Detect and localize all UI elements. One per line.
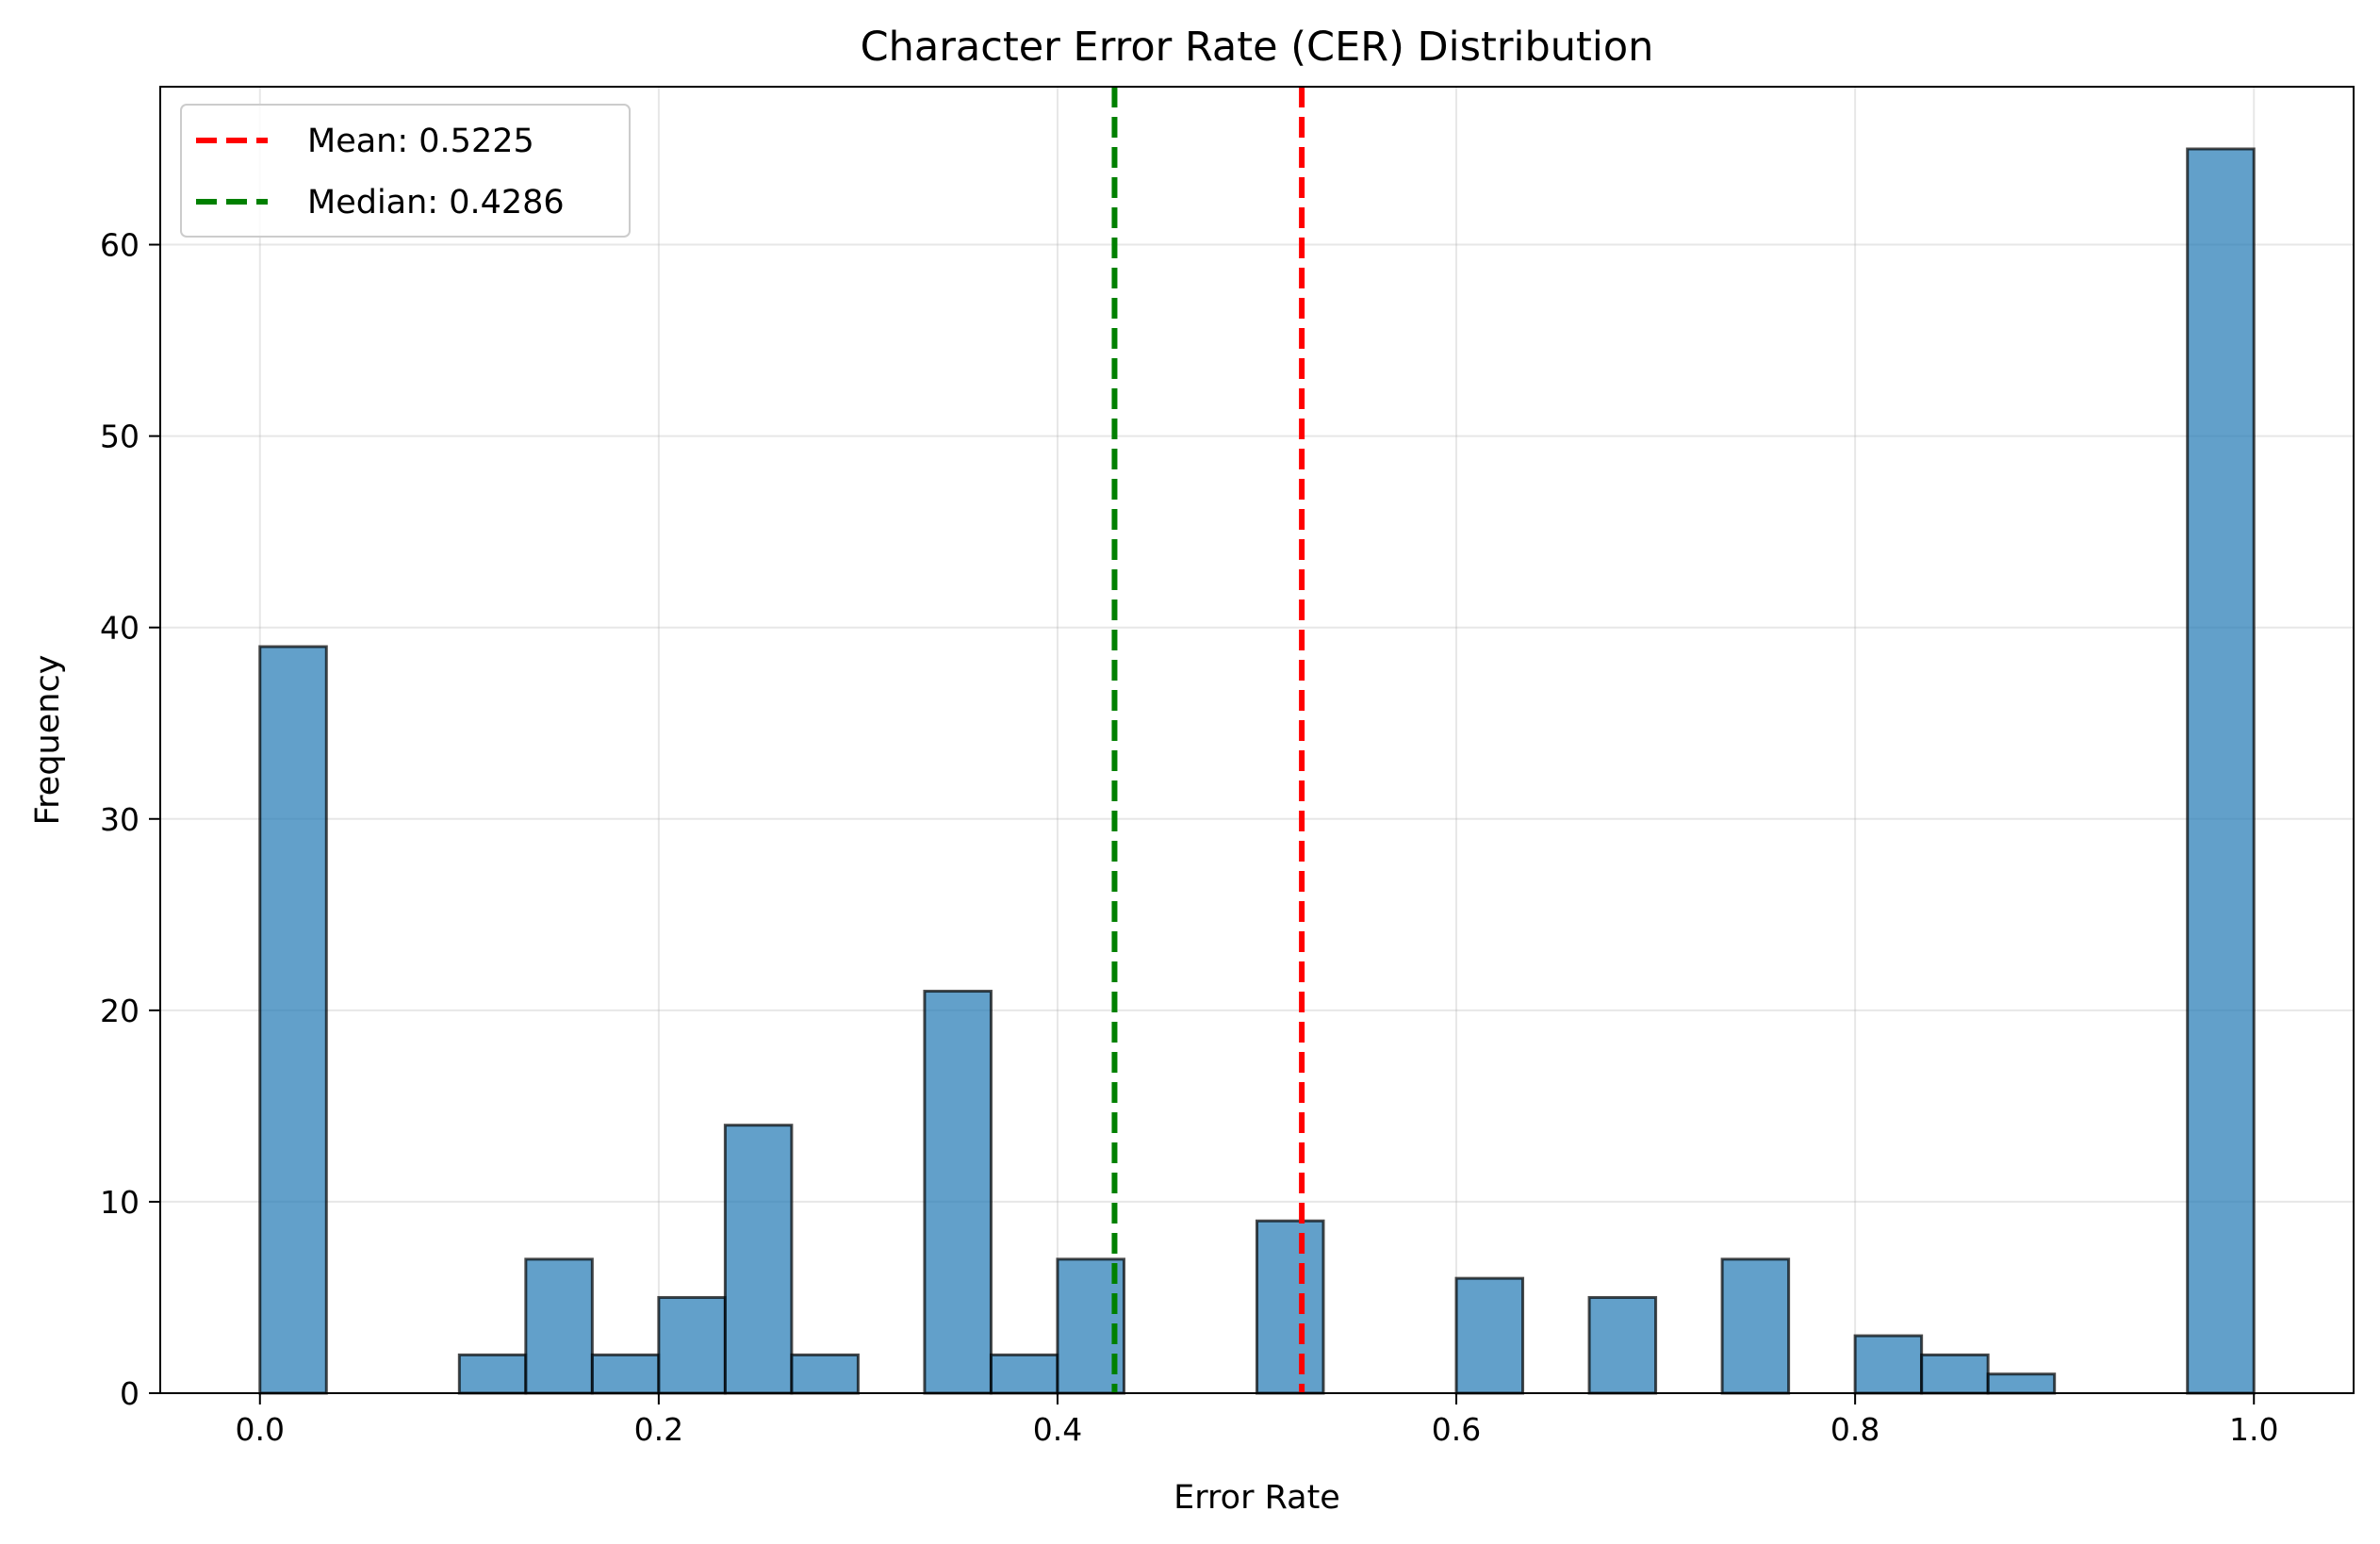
y-tick-label: 60 (100, 227, 140, 264)
axis-ticks: 0.0 0.2 0.4 0.6 0.8 1.0 0 10 20 30 40 50 60 (100, 227, 2278, 1448)
histogram-bar (1920, 1353, 1990, 1395)
histogram-bar (923, 990, 993, 1395)
histogram-bar (524, 1257, 594, 1395)
histogram-bar (258, 645, 328, 1395)
x-axis-label: Error Rate (1174, 1479, 1340, 1517)
histogram-bar (1587, 1295, 1658, 1395)
histogram-bar (1720, 1257, 1791, 1395)
x-tick-label: 0.4 (1033, 1411, 1082, 1448)
histogram-bar (457, 1353, 528, 1395)
legend: Mean: 0.5225 Median: 0.4286 (180, 104, 631, 238)
histogram-bar (657, 1295, 727, 1395)
histogram-bar (1454, 1276, 1525, 1395)
histogram-bar (1986, 1372, 2057, 1395)
x-tick-label: 0.0 (236, 1411, 285, 1448)
histogram-bar (723, 1124, 794, 1395)
histogram-bar (2186, 147, 2256, 1395)
histogram-bar (590, 1353, 661, 1395)
legend-box (180, 104, 631, 238)
histogram-bar (989, 1353, 1059, 1395)
y-tick-label: 40 (100, 610, 140, 647)
y-axis-label: Frequency (29, 655, 67, 826)
y-tick-label: 10 (100, 1184, 140, 1221)
y-tick-label: 0 (120, 1375, 140, 1412)
x-tick-label: 0.2 (634, 1411, 683, 1448)
y-tick-label: 20 (100, 993, 140, 1029)
legend-entry-label: Median: 0.4286 (307, 184, 565, 222)
chart-title: Character Error Rate (CER) Distribution (861, 24, 1654, 71)
histogram-bar (1256, 1219, 1325, 1395)
legend-entry-label: Mean: 0.5225 (307, 123, 534, 160)
histogram-bar (790, 1353, 860, 1395)
x-tick-label: 0.8 (1830, 1411, 1879, 1448)
x-tick-label: 0.6 (1432, 1411, 1481, 1448)
y-tick-label: 50 (100, 419, 140, 455)
y-tick-label: 30 (100, 801, 140, 838)
plot-frame (159, 86, 2355, 1394)
histogram-bar (1853, 1334, 1924, 1395)
reference-lines (1111, 87, 1305, 1393)
x-tick-label: 1.0 (2229, 1411, 2278, 1448)
bars (258, 147, 2256, 1395)
